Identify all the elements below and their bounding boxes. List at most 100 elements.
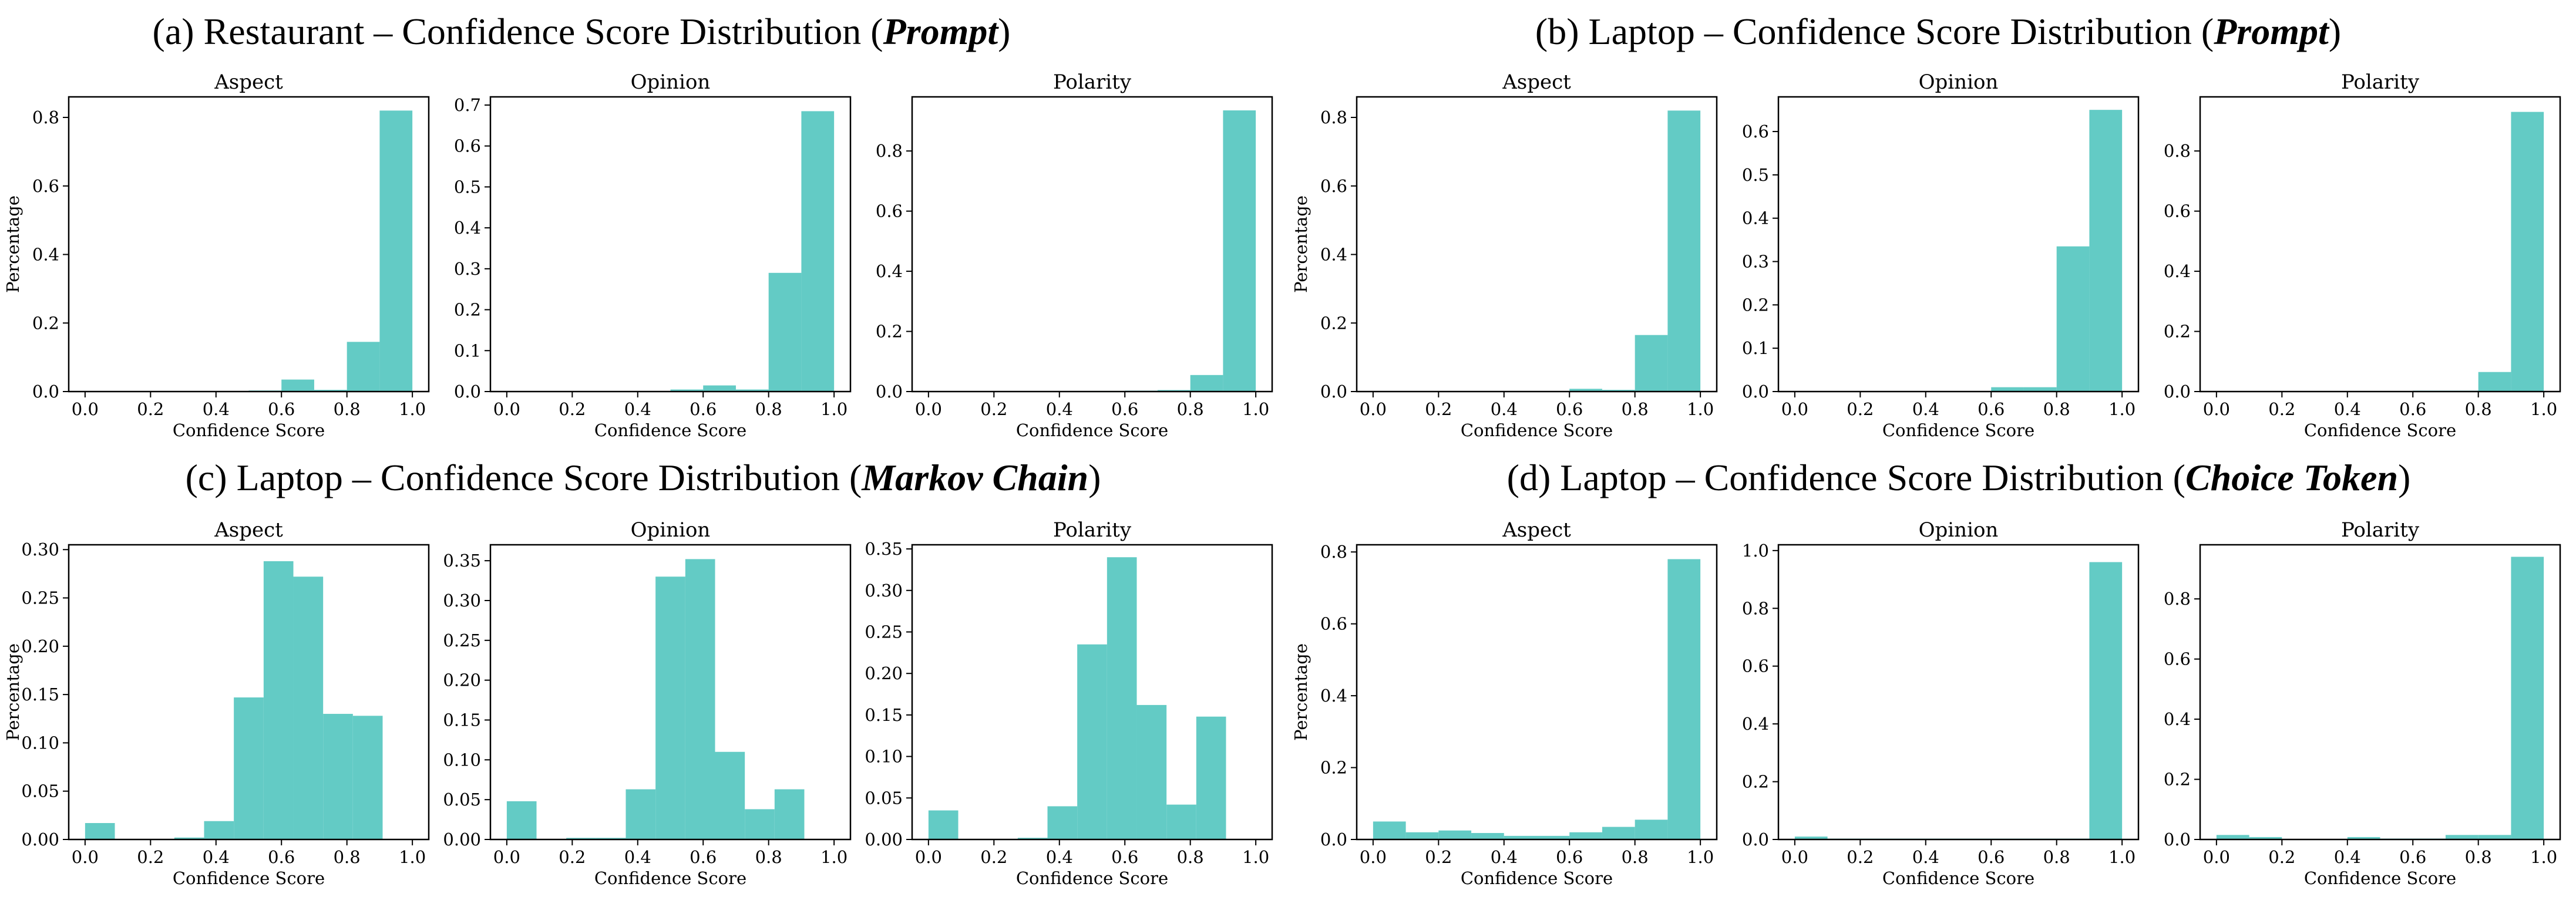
x-tick-label: 1.0 xyxy=(2530,847,2557,867)
x-tick-label: 0.4 xyxy=(1046,847,1073,867)
y-tick-label: 0.30 xyxy=(865,581,903,601)
group-title-prefix: (d) Laptop – Confidence Score Distributi… xyxy=(1507,457,2185,498)
histogram-bar xyxy=(2089,562,2123,839)
y-tick-label: 0.05 xyxy=(21,781,59,801)
x-tick-label: 1.0 xyxy=(2530,399,2557,419)
x-tick-label: 0.8 xyxy=(1622,399,1649,419)
x-axis-label: Confidence Score xyxy=(1461,868,1613,888)
histogram-bar xyxy=(2023,387,2057,392)
y-tick-label: 0.8 xyxy=(1320,542,1347,562)
y-tick-label: 0.8 xyxy=(2164,141,2191,161)
x-tick-label: 0.0 xyxy=(915,399,942,419)
panel-title: Aspect xyxy=(214,70,283,94)
x-tick-label: 0.0 xyxy=(72,847,99,867)
y-tick-label: 0.0 xyxy=(2164,829,2191,849)
axes-frame xyxy=(489,544,852,841)
histogram-bar xyxy=(1504,835,1537,839)
histogram-bar xyxy=(314,390,347,392)
histogram-bar xyxy=(768,272,802,392)
x-tick-label: 0.8 xyxy=(2465,399,2492,419)
histogram-bar xyxy=(2347,837,2380,839)
y-tick-label: 0.25 xyxy=(443,630,481,650)
y-tick-label: 0.00 xyxy=(443,829,481,849)
y-tick-label: 0.05 xyxy=(865,788,903,808)
histogram-bar xyxy=(1405,832,1439,839)
x-tick-label: 0.2 xyxy=(1847,399,1874,419)
histogram-bar xyxy=(774,789,805,839)
x-tick-label: 0.0 xyxy=(493,847,520,867)
y-axis-label: Percentage xyxy=(1291,195,1311,293)
x-tick-label: 0.8 xyxy=(2043,847,2070,867)
group-title-suffix: ) xyxy=(2329,11,2341,52)
group-title-prefix: (c) Laptop – Confidence Score Distributi… xyxy=(186,457,862,498)
x-axis-label: Confidence Score xyxy=(1882,868,2034,888)
x-tick-label: 0.8 xyxy=(334,847,361,867)
panel-title: Opinion xyxy=(631,518,711,542)
histogram-bar xyxy=(2478,372,2511,392)
y-tick-label: 0.00 xyxy=(21,829,59,849)
histogram-bar xyxy=(1635,335,1668,392)
x-tick-label: 0.6 xyxy=(690,847,717,867)
axes-frame xyxy=(2199,96,2561,393)
y-tick-label: 0.5 xyxy=(454,177,481,197)
x-tick-label: 1.0 xyxy=(820,847,848,867)
y-tick-label: 0.4 xyxy=(1320,245,1347,265)
x-tick-label: 0.0 xyxy=(1781,399,1808,419)
histogram-bar xyxy=(715,751,745,839)
x-tick-label: 0.6 xyxy=(1556,847,1583,867)
x-tick-label: 0.4 xyxy=(1046,399,1073,419)
y-tick-label: 0.5 xyxy=(1742,165,1769,185)
x-tick-label: 0.2 xyxy=(1425,399,1452,419)
y-tick-label: 0.4 xyxy=(1742,714,1769,734)
histogram-bar xyxy=(1667,110,1701,392)
y-tick-label: 0.2 xyxy=(1320,758,1347,778)
panel-title: Aspect xyxy=(1502,70,1571,94)
histogram-bar xyxy=(379,110,413,392)
x-axis-label: Confidence Score xyxy=(173,868,325,888)
y-tick-label: 0.05 xyxy=(443,790,481,810)
histogram-bar xyxy=(506,801,537,839)
y-tick-label: 0.30 xyxy=(21,539,59,559)
histogram-bar xyxy=(655,576,685,839)
y-tick-label: 0.30 xyxy=(443,591,481,611)
x-tick-label: 0.6 xyxy=(690,399,717,419)
panel-aspect: 0.0 0.2 0.4 0.6 0.8 1.0 0.0 0.2 0.4 0.6 0.8 Aspect C… xyxy=(1291,70,1718,440)
x-tick-label: 0.4 xyxy=(1491,847,1518,867)
y-tick-label: 0.1 xyxy=(454,340,481,360)
panel-polarity: 0.0 0.2 0.4 0.6 0.8 1.0 0.0 0.2 0.4 0.6 0.8 Polarit… xyxy=(2164,518,2561,888)
histogram-bar xyxy=(2478,835,2511,839)
axes-frame xyxy=(1777,544,2140,841)
panel-title: Aspect xyxy=(214,518,283,542)
axes-frame xyxy=(1356,96,1718,393)
x-tick-label: 1.0 xyxy=(820,399,848,419)
histogram-bar xyxy=(1991,387,2024,392)
x-tick-label: 0.2 xyxy=(137,399,164,419)
y-tick-label: 0.0 xyxy=(876,382,903,402)
x-tick-label: 1.0 xyxy=(399,399,426,419)
histogram-bar xyxy=(281,379,314,392)
group-title: (d) Laptop – Confidence Score Distributi… xyxy=(1507,457,2411,498)
y-tick-label: 0.8 xyxy=(876,141,903,161)
x-tick-label: 0.8 xyxy=(334,399,361,419)
chart-group-c: (c) Laptop – Confidence Score Distributi… xyxy=(3,457,1273,888)
x-axis-label: Confidence Score xyxy=(2304,420,2456,440)
x-tick-label: 0.6 xyxy=(1111,399,1138,419)
y-tick-label: 0.2 xyxy=(1742,772,1769,792)
x-tick-label: 0.4 xyxy=(2334,399,2361,419)
panel-title: Opinion xyxy=(1919,518,1999,542)
axes-frame xyxy=(1777,96,2140,393)
y-tick-label: 0.4 xyxy=(454,218,481,238)
x-tick-label: 0.8 xyxy=(2043,399,2070,419)
y-axis-label: Percentage xyxy=(1291,643,1311,741)
histogram-bar xyxy=(1190,375,1223,392)
x-tick-label: 1.0 xyxy=(1242,847,1269,867)
x-tick-label: 0.2 xyxy=(559,399,586,419)
histogram-bar xyxy=(1077,644,1107,839)
x-axis-label: Confidence Score xyxy=(594,420,746,440)
x-tick-label: 0.8 xyxy=(1177,847,1204,867)
y-tick-label: 0.2 xyxy=(32,313,59,333)
y-tick-label: 0.25 xyxy=(865,622,903,642)
x-tick-label: 1.0 xyxy=(399,847,426,867)
group-title-suffix: ) xyxy=(998,11,1010,52)
